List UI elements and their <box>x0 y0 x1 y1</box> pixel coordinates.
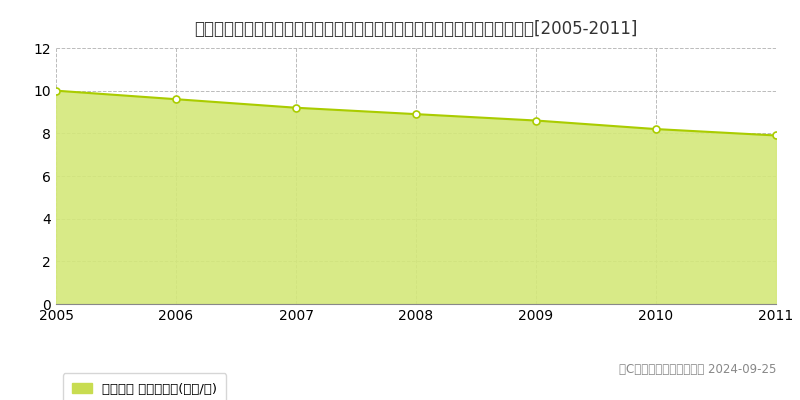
Text: （C）土地価格ドットコム 2024-09-25: （C）土地価格ドットコム 2024-09-25 <box>618 363 776 376</box>
Title: 長野県南佐久郡佐久穂町大字平林字羽黒下１０１番６　基準地価　地価推移[2005-2011]: 長野県南佐久郡佐久穂町大字平林字羽黒下１０１番６ 基準地価 地価推移[2005-… <box>194 20 638 38</box>
Legend: 基準地価 平均坤単価(万円/坤): 基準地価 平均坤単価(万円/坤) <box>62 374 226 400</box>
